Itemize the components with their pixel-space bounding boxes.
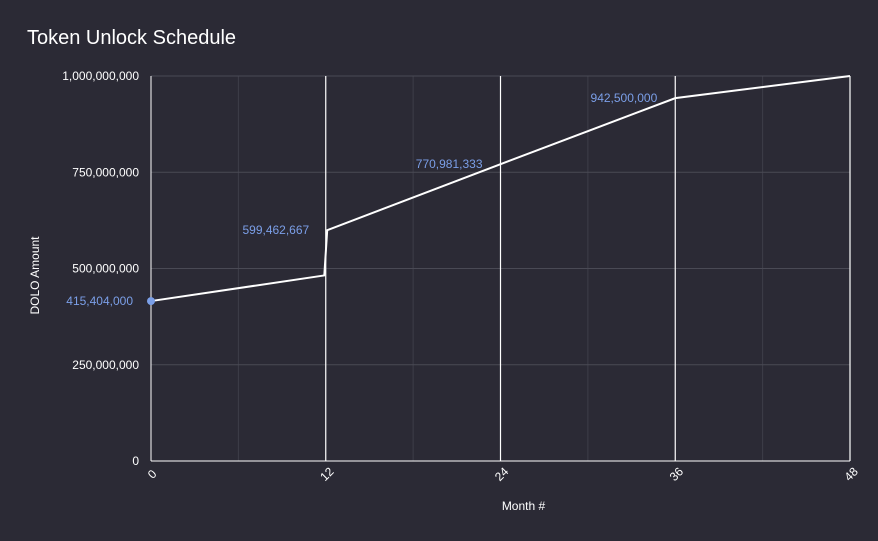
- data-label: 599,462,667: [242, 223, 309, 237]
- data-label: 415,404,000: [66, 294, 133, 308]
- data-label: 770,981,333: [416, 157, 483, 171]
- x-tick-label: 24: [492, 464, 512, 484]
- y-axis-title: DOLO Amount: [28, 236, 42, 315]
- y-tick-label: 750,000,000: [72, 165, 139, 179]
- data-point: [147, 297, 155, 306]
- chart-title: Token Unlock Schedule: [27, 27, 237, 49]
- y-tick-label: 1,000,000,000: [62, 69, 139, 83]
- x-tick-label: 48: [841, 464, 861, 484]
- series-line: [150, 75, 851, 303]
- x-tick-label: 12: [317, 464, 337, 484]
- y-tick-label: 250,000,000: [72, 358, 139, 372]
- x-tick-label: 36: [667, 464, 687, 484]
- x-axis-title: Month #: [502, 499, 546, 513]
- data-label: 942,500,000: [591, 91, 658, 105]
- y-tick-label: 500,000,000: [72, 262, 139, 276]
- y-tick-label: 0: [132, 454, 139, 468]
- x-tick-label: 0: [145, 467, 160, 482]
